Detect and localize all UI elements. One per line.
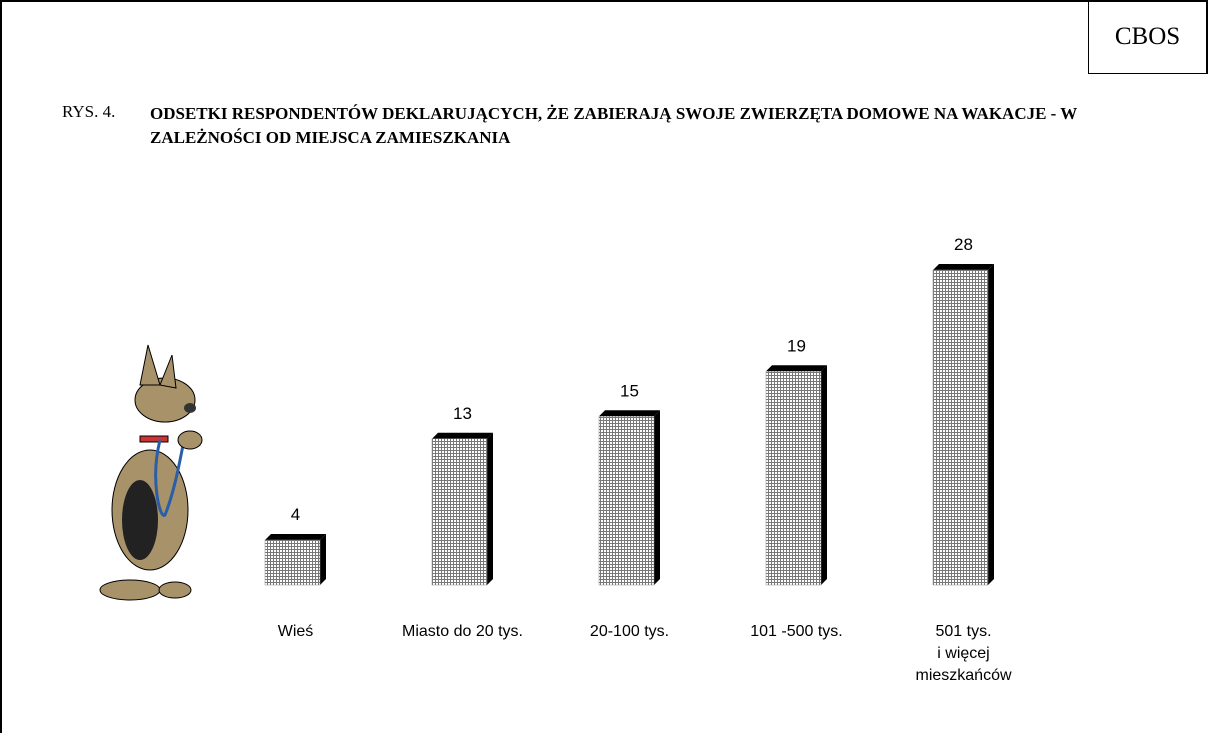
bar-top — [265, 534, 326, 540]
category-label: 501 tys. i więcej mieszkańców — [864, 621, 1064, 687]
dog-illustration — [100, 345, 202, 600]
bar-top — [766, 365, 827, 371]
bar-side — [821, 365, 827, 585]
bar-side — [988, 264, 994, 585]
bar-side — [487, 433, 493, 585]
value-label: 19 — [787, 336, 806, 355]
bar-side — [654, 410, 660, 585]
bar-side — [320, 534, 326, 585]
bar — [599, 416, 654, 585]
bar-top — [432, 433, 493, 439]
value-label: 15 — [620, 381, 639, 400]
bar — [432, 439, 487, 585]
bar-top — [599, 410, 660, 416]
bar-top — [933, 264, 994, 270]
bar — [265, 540, 320, 585]
page: CBOS RYS. 4. ODSETKI RESPONDENTÓW DEKLAR… — [0, 0, 1208, 733]
value-label: 13 — [453, 404, 472, 423]
bar — [933, 270, 988, 585]
value-label: 4 — [291, 505, 300, 524]
bar — [766, 371, 821, 585]
value-label: 28 — [954, 235, 973, 254]
